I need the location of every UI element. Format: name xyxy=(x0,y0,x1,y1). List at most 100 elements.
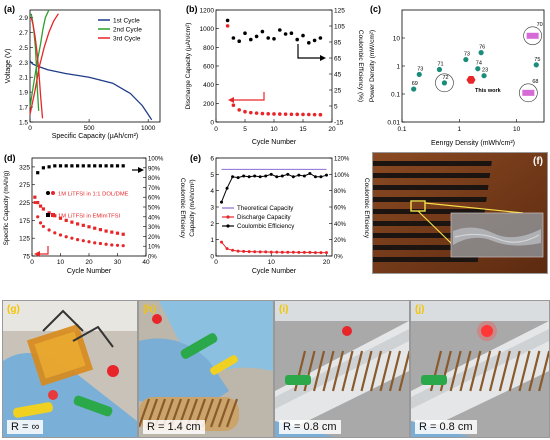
electrode-stripe xyxy=(373,245,481,250)
data-point xyxy=(243,31,247,35)
x-ticks: 0 10 20 30 40 xyxy=(30,253,150,266)
legend: 1st Cycle 2nd Cycle 3rd Cycle xyxy=(98,18,142,43)
data-point xyxy=(307,41,311,45)
data-point xyxy=(312,38,317,43)
coil-winding xyxy=(538,350,549,392)
y2-tick-label: 90% xyxy=(148,166,161,172)
data-point xyxy=(33,195,37,199)
x-tick-label: 10 xyxy=(270,126,278,133)
data-point xyxy=(110,164,114,168)
data-point xyxy=(526,32,539,39)
data-point xyxy=(93,226,97,230)
bent-battery-0-8cm-lit-image xyxy=(411,301,549,437)
data-point xyxy=(225,186,229,190)
highlight-ring xyxy=(523,26,542,46)
data-point xyxy=(53,231,57,235)
x-tick-label: 1000 xyxy=(141,125,156,132)
legend-marker xyxy=(46,213,50,217)
point-label: 69 xyxy=(412,81,418,87)
data-point xyxy=(121,232,125,236)
panel-label: (g) xyxy=(7,304,20,315)
y-tick-label: 3 xyxy=(210,205,214,212)
data-point xyxy=(260,29,265,34)
y-tick-label: 275 xyxy=(19,182,30,189)
data-point xyxy=(475,66,481,72)
electrode-stripe xyxy=(373,173,491,178)
data-point xyxy=(264,174,268,178)
legend-label: Coulombic Efficiency xyxy=(237,223,295,230)
data-point xyxy=(36,171,40,175)
point-label: 71 xyxy=(437,61,443,67)
panel-h-photo: (h) R = 1.4 cm xyxy=(138,300,274,438)
data-point xyxy=(301,112,305,117)
series-line-1 xyxy=(29,60,153,121)
point-label: 76 xyxy=(479,45,485,51)
x-tick-label: 0 xyxy=(28,125,32,132)
y-tick-label: 0 xyxy=(210,120,214,127)
legend-label: 3rd Cycle xyxy=(113,36,141,43)
y-ticks: 0 1 2 3 4 5 6 xyxy=(210,156,219,261)
data-point xyxy=(463,56,469,63)
y2-tick-label: 10% xyxy=(148,245,161,251)
panel-j-photo: (j) R = 0.8 cm xyxy=(410,300,550,438)
coil-winding xyxy=(225,398,239,428)
y2-tick-label: 5 xyxy=(334,104,338,111)
data-point xyxy=(297,250,301,254)
y2-axis-label: Coulombic Efficiency xyxy=(363,178,370,239)
y2-tick-label: 125 xyxy=(334,8,345,15)
panel-label: (j) xyxy=(415,304,425,315)
x-tick-label: 40 xyxy=(142,259,150,266)
series-lines xyxy=(29,9,153,121)
data-point xyxy=(64,164,68,168)
data-point xyxy=(58,216,63,220)
data-point xyxy=(237,108,241,112)
x-tick-label: 10 xyxy=(513,126,521,133)
data-point xyxy=(272,112,276,116)
series-points xyxy=(225,18,323,117)
y2-tick-label: 0% xyxy=(334,255,343,261)
y-tick-label: 1 xyxy=(396,64,400,71)
data-point xyxy=(115,243,120,247)
data-point xyxy=(291,175,295,179)
data-point xyxy=(121,164,125,168)
y2-axis-label: Coulombic Efficiency (%) xyxy=(357,30,364,102)
point-label: 73 xyxy=(417,66,423,72)
electrode-stripe xyxy=(373,161,492,166)
y-axis-label: Discharge Capacity (µAh/cm²) xyxy=(185,23,192,110)
data-point xyxy=(266,111,270,116)
x-ticks: 0 500 1000 xyxy=(28,119,156,132)
y-tick-label: 2.7 xyxy=(19,30,28,37)
data-point xyxy=(64,235,68,239)
panel-label: (f) xyxy=(533,156,543,167)
coil-winding xyxy=(518,350,531,392)
legend-marker xyxy=(51,213,55,217)
y2-tick-label: 20% xyxy=(148,235,161,241)
data-point xyxy=(318,36,323,40)
x-tick-label: 0 xyxy=(214,126,218,133)
data-point xyxy=(98,164,102,168)
data-point xyxy=(286,172,290,176)
y-tick-label: 1.9 xyxy=(19,90,28,97)
x-ticks: 0.1 1 10 xyxy=(397,119,521,133)
y2-tick-label: 105 xyxy=(334,24,345,31)
data-point xyxy=(98,241,102,246)
data-point xyxy=(324,173,328,177)
y2-tick-label: 60% xyxy=(334,206,347,212)
panel-g-photo: (g) R = ∞ xyxy=(2,300,138,438)
y2-tick-label: 120% xyxy=(334,157,350,163)
data-point xyxy=(236,176,240,180)
coil-winding xyxy=(469,350,482,392)
y-ticks: 75 125 175 225 275 325 xyxy=(19,164,35,261)
y-axis-label: Power Density (mW/cm²) xyxy=(369,30,376,102)
data-point xyxy=(308,250,312,254)
data-point xyxy=(41,207,45,211)
data-point xyxy=(64,218,68,222)
data-point xyxy=(231,248,235,252)
x-ticks: 0 5 10 15 20 xyxy=(214,119,336,133)
highlight-ring xyxy=(435,73,454,93)
legend-label: 1st Cycle xyxy=(113,18,140,25)
legend: 1M LiTFSI in 1:1 DOL/DME 1M LiTFSI in EMI… xyxy=(46,191,129,220)
series-line-3 xyxy=(29,13,59,115)
data-point xyxy=(242,174,246,178)
y2-axis-label: Coulombic Efficiency xyxy=(179,178,186,239)
